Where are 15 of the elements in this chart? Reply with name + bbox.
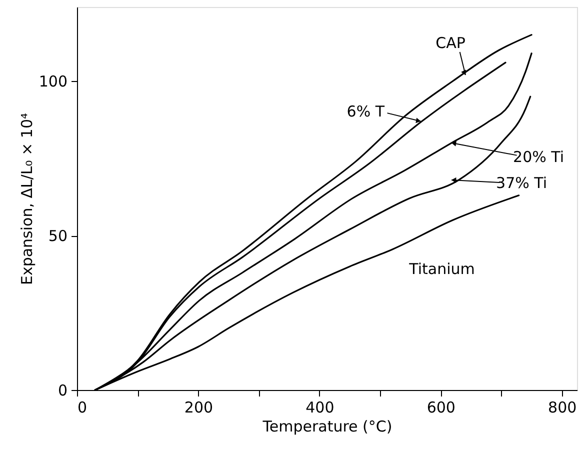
annotation: 20% Ti: [513, 148, 564, 166]
x-tick-label: 600: [426, 398, 456, 416]
x-tick-label: 400: [306, 398, 334, 416]
x-axis-title: Temperature (°C): [262, 418, 392, 436]
y-tick-label: 0: [58, 382, 68, 400]
annotation: 6% T: [346, 102, 386, 120]
annotation: Titanium: [408, 260, 475, 278]
y-tick-label: 100: [38, 72, 68, 91]
annotation: CAP: [436, 34, 466, 52]
y-tick-label: 50: [48, 227, 68, 246]
x-tick-label: 800: [548, 398, 577, 416]
x-tick-label: 200: [184, 398, 214, 416]
x-tick-label: 0: [78, 398, 88, 416]
y-axis-title: Expansion, ΔL/L₀ × 10⁴: [18, 112, 36, 286]
annotation: 37% Ti: [496, 174, 548, 192]
